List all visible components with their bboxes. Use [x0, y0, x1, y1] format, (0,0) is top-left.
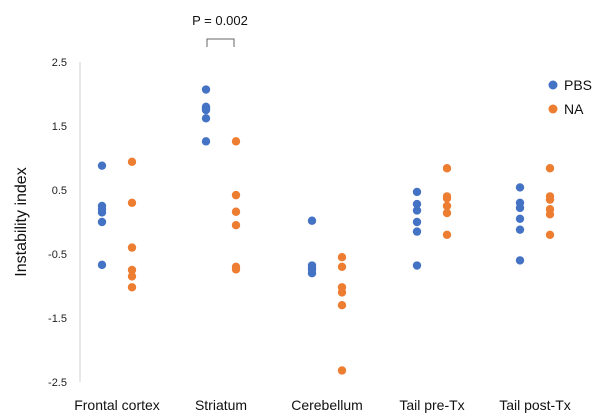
data-point-pbs	[97, 217, 107, 227]
data-point-pbs	[307, 269, 317, 278]
data-point-na	[231, 137, 241, 146]
y-tick-label: -1.5	[48, 313, 67, 325]
data-point-na	[442, 230, 452, 239]
legend-marker-pbs	[548, 80, 558, 90]
y-axis-label: Instability index	[13, 167, 30, 276]
data-point-pbs	[412, 206, 422, 215]
category-label: Striatum	[195, 397, 247, 413]
data-point-na	[231, 190, 241, 200]
data-point-pbs	[201, 105, 211, 115]
data-point-na	[127, 198, 137, 207]
data-point-na	[545, 195, 555, 204]
legend-marker-na	[548, 104, 558, 114]
data-point-na	[337, 366, 347, 375]
data-point-pbs	[515, 183, 525, 192]
data-point-pbs	[307, 216, 317, 225]
data-point-na	[231, 221, 241, 230]
data-point-na	[337, 262, 347, 271]
p-value-label: P = 0.002	[192, 13, 248, 28]
data-point-pbs	[97, 161, 107, 170]
legend-label-pbs: PBS	[564, 77, 592, 93]
data-point-pbs	[201, 137, 211, 146]
category-label: Frontal cortex	[74, 397, 160, 413]
data-point-na	[545, 210, 555, 219]
data-point-pbs	[412, 261, 422, 270]
data-point-pbs	[412, 227, 422, 236]
data-point-na	[337, 253, 347, 262]
data-point-pbs	[515, 256, 525, 265]
category-label: Tail pre-Tx	[399, 397, 464, 413]
category-label: Tail post-Tx	[499, 397, 571, 413]
data-point-pbs	[515, 225, 525, 234]
data-point-na	[127, 265, 137, 275]
data-point-na	[231, 265, 241, 274]
data-point-pbs	[515, 214, 525, 223]
data-point-na	[442, 201, 452, 211]
data-point-na	[127, 157, 137, 167]
data-point-na	[442, 194, 452, 203]
legend: PBS NA	[548, 77, 592, 117]
data-point-pbs	[412, 217, 422, 227]
legend-label-na: NA	[564, 101, 584, 117]
y-tick-label: 0.5	[52, 185, 67, 197]
category-label: Cerebellum	[291, 397, 363, 413]
data-point-pbs	[412, 199, 422, 209]
data-point-pbs	[201, 85, 211, 94]
data-point-pbs	[412, 187, 422, 197]
data-point-na	[545, 164, 555, 173]
y-tick-label: -0.5	[48, 249, 67, 261]
significance-annotation: P = 0.002	[192, 13, 248, 47]
y-tick-label: 2.5	[52, 57, 67, 69]
data-point-na	[337, 288, 347, 297]
data-point-na	[127, 283, 137, 292]
data-points	[97, 85, 555, 375]
data-point-na	[442, 164, 452, 173]
y-tick-label: -2.5	[48, 377, 67, 389]
data-point-na	[337, 301, 347, 310]
data-point-na	[127, 243, 137, 252]
y-tick-label: 1.5	[52, 121, 67, 133]
data-point-pbs	[97, 208, 107, 217]
data-point-pbs	[515, 203, 525, 213]
significance-bracket	[206, 38, 235, 47]
data-point-na	[545, 230, 555, 239]
y-tick-labels: 2.5 1.5 0.5 -0.5 -1.5 -2.5	[48, 57, 67, 389]
data-point-pbs	[201, 114, 211, 123]
data-point-na	[231, 207, 241, 216]
category-labels: Frontal cortex Striatum Cerebellum Tail pre…	[74, 397, 571, 413]
data-point-na	[127, 272, 137, 281]
data-point-na	[442, 208, 452, 218]
data-point-pbs	[97, 260, 107, 270]
